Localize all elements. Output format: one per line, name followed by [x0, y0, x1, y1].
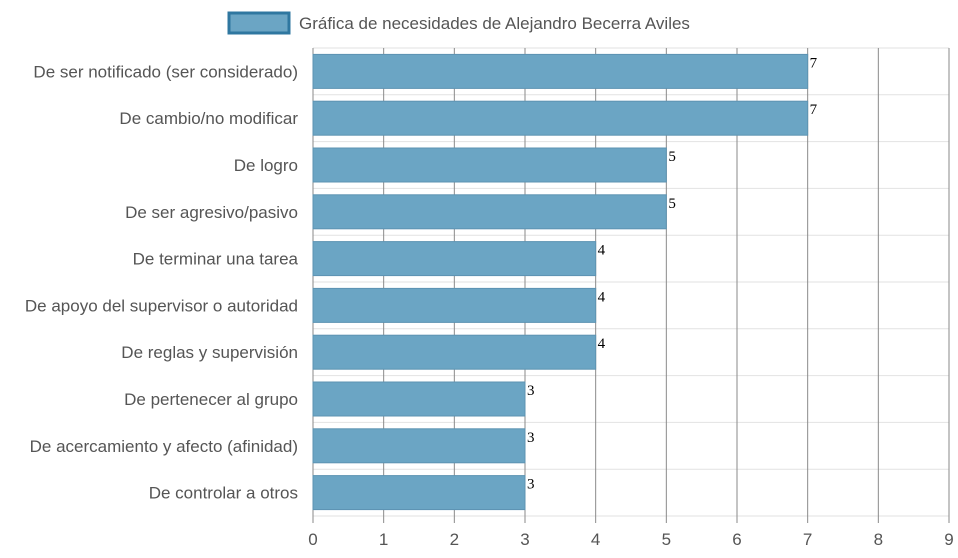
legend-label: Gráfica de necesidades de Alejandro Bece…	[299, 14, 690, 33]
category-label: De acercamiento y afecto (afinidad)	[30, 437, 298, 456]
legend[interactable]: Gráfica de necesidades de Alejandro Bece…	[227, 11, 690, 35]
bar[interactable]	[312, 194, 667, 230]
bar[interactable]	[312, 428, 526, 464]
category-label: De cambio/no modificar	[119, 109, 298, 128]
bar[interactable]	[312, 241, 597, 277]
value-label: 4	[598, 289, 606, 305]
value-label: 4	[598, 336, 606, 352]
bar[interactable]	[312, 381, 526, 417]
value-label: 3	[527, 430, 535, 446]
category-label: De reglas y supervisión	[121, 343, 298, 362]
category-label: De apoyo del supervisor o autoridad	[25, 296, 298, 315]
category-label: De terminar una tarea	[133, 250, 299, 269]
category-label: De logro	[234, 156, 298, 175]
bar[interactable]	[312, 53, 809, 89]
bar[interactable]	[312, 147, 667, 183]
x-tick-label: 2	[450, 530, 459, 549]
value-label: 5	[668, 196, 676, 212]
x-tick-label: 4	[591, 530, 600, 549]
category-label: De pertenecer al grupo	[124, 390, 298, 409]
category-label: De ser agresivo/pasivo	[125, 203, 298, 222]
value-label: 7	[810, 102, 818, 118]
bars	[312, 53, 809, 511]
value-label: 7	[810, 55, 818, 71]
x-tick-label: 7	[803, 530, 812, 549]
labels: 0 1 2 3 4 5 6 7 8 9 De ser notificado (ser conside…	[25, 55, 954, 549]
value-label: 3	[527, 477, 535, 493]
bar[interactable]	[312, 287, 597, 323]
value-label: 5	[668, 149, 676, 165]
x-tick-label: 1	[379, 530, 388, 549]
bar[interactable]	[312, 475, 526, 511]
bar[interactable]	[312, 334, 597, 370]
bar[interactable]	[312, 100, 809, 136]
x-tick-label: 3	[520, 530, 529, 549]
x-tick-label: 5	[662, 530, 671, 549]
legend-swatch	[227, 11, 291, 35]
x-tick-label: 9	[944, 530, 953, 549]
value-label: 3	[527, 383, 535, 399]
x-tick-label: 6	[732, 530, 741, 549]
x-tick-label: 8	[874, 530, 883, 549]
x-tick-label: 0	[308, 530, 317, 549]
category-label: De controlar a otros	[149, 484, 298, 503]
category-label: De ser notificado (ser considerado)	[33, 62, 298, 81]
value-label: 4	[598, 243, 606, 259]
